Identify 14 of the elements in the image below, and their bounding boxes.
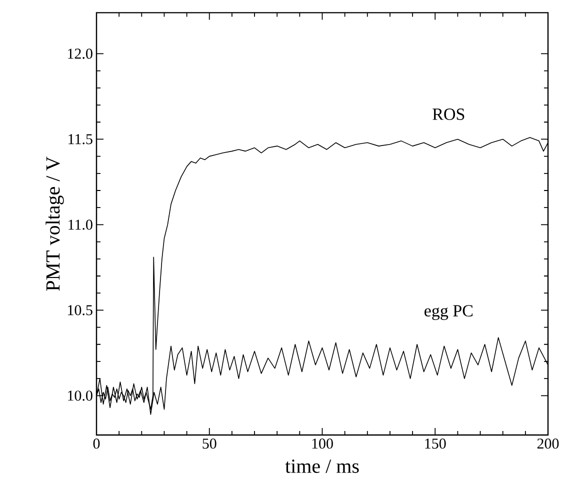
- x-tick-label: 50: [202, 438, 216, 449]
- y-tick-label: 11.5: [68, 134, 92, 144]
- x-tick-label: 100: [312, 438, 333, 449]
- x-tick-label: 200: [537, 438, 559, 449]
- x-tick-label: 0: [93, 438, 100, 449]
- y-tick-label: 10.0: [68, 390, 92, 401]
- y-tick-label: 11.0: [68, 220, 92, 230]
- x-tick-label: 150: [425, 438, 446, 449]
- series-label: ROS: [432, 108, 464, 120]
- series-label: egg PC: [424, 305, 473, 320]
- y-tick-label: 12.0: [68, 48, 92, 59]
- x-axis-title: time / ms: [285, 460, 359, 473]
- y-tick-label: 10.5: [68, 305, 92, 316]
- y-axis-title: PMT voltage / V: [46, 156, 64, 291]
